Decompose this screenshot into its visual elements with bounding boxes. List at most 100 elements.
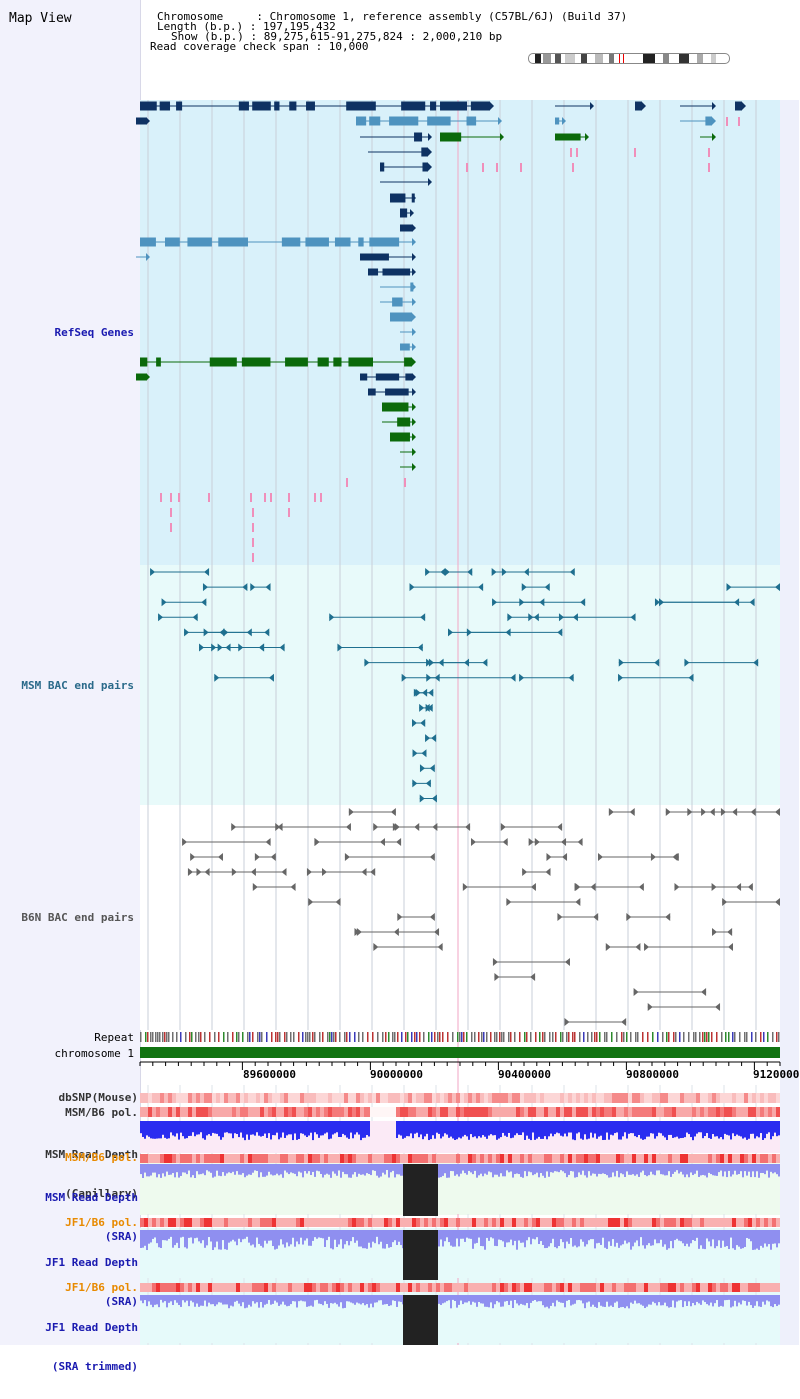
repeat-element bbox=[501, 1032, 503, 1042]
depth-bar bbox=[730, 1230, 732, 1238]
depth-bar bbox=[322, 1164, 324, 1178]
track-label-msm-depth-sra[interactable]: MSM Read Depth (SRA) bbox=[45, 1165, 138, 1269]
bac-end-arrow bbox=[478, 583, 484, 592]
gene-exon bbox=[241, 357, 271, 367]
depth-bar bbox=[188, 1164, 190, 1171]
heat-cell bbox=[676, 1218, 680, 1227]
depth-bar bbox=[268, 1164, 270, 1172]
heat-cell bbox=[768, 1093, 772, 1103]
gene-exon bbox=[368, 388, 376, 396]
depth-bar bbox=[340, 1164, 342, 1178]
repeat-element bbox=[164, 1032, 166, 1042]
track-label-dbsnp[interactable]: dbSNP(Mouse) bbox=[58, 1091, 138, 1104]
depth-bar bbox=[498, 1164, 500, 1177]
chromosome-ideogram[interactable] bbox=[528, 53, 730, 64]
heat-cell bbox=[716, 1283, 720, 1292]
depth-bar bbox=[506, 1230, 508, 1243]
depth-bar bbox=[644, 1164, 646, 1176]
depth-gap bbox=[370, 1121, 396, 1153]
depth-bar bbox=[504, 1164, 506, 1177]
heat-cell bbox=[732, 1218, 736, 1227]
depth-bar bbox=[710, 1164, 712, 1175]
depth-bar bbox=[474, 1164, 476, 1171]
depth-bar bbox=[354, 1121, 356, 1135]
heat-cell bbox=[408, 1093, 412, 1103]
genome-browser-plot[interactable] bbox=[0, 0, 800, 1345]
depth-bar bbox=[586, 1121, 588, 1140]
track-label-jf1-depth-sra[interactable]: JF1 Read Depth (SRA) bbox=[45, 1230, 138, 1334]
ideogram-position-marker[interactable] bbox=[619, 54, 624, 63]
heat-cell bbox=[376, 1154, 380, 1163]
heat-cell bbox=[624, 1218, 628, 1227]
mirna-tick bbox=[314, 493, 316, 502]
depth-bar bbox=[698, 1295, 700, 1304]
depth-bar bbox=[294, 1164, 296, 1174]
ideogram-band bbox=[663, 54, 669, 63]
track-label-jf1-b6-pol[interactable]: JF1/B6 pol. bbox=[65, 1216, 138, 1229]
depth-bar bbox=[310, 1121, 312, 1133]
heat-cell bbox=[300, 1283, 304, 1292]
heat-cell bbox=[388, 1218, 392, 1227]
track-label-repeat[interactable]: Repeat bbox=[94, 1031, 134, 1044]
heat-cell bbox=[520, 1093, 524, 1103]
depth-bar bbox=[734, 1121, 736, 1137]
track-label-chromosome[interactable]: chromosome 1 bbox=[54, 1047, 134, 1060]
depth-bar bbox=[304, 1121, 306, 1136]
bac-end-arrow bbox=[539, 598, 545, 607]
depth-bar bbox=[756, 1164, 758, 1172]
heat-cell bbox=[208, 1283, 212, 1292]
depth-bar bbox=[640, 1230, 642, 1238]
heat-cell bbox=[300, 1093, 304, 1103]
bac-end-arrow bbox=[364, 658, 370, 667]
depth-bar bbox=[286, 1121, 288, 1136]
depth-bar bbox=[604, 1230, 606, 1248]
repeat-element bbox=[405, 1032, 407, 1042]
depth-bar bbox=[242, 1295, 244, 1303]
track-label-jf1-depth-trimmed[interactable]: JF1 Read Depth (SRA trimmed) bbox=[45, 1295, 138, 1399]
heat-cell bbox=[700, 1107, 704, 1117]
depth-bar bbox=[704, 1164, 706, 1176]
track-label-b6n-bac[interactable]: B6N BAC end pairs bbox=[21, 911, 134, 924]
bac-end-arrow bbox=[564, 958, 570, 966]
depth-bar bbox=[158, 1230, 160, 1248]
depth-bar bbox=[724, 1121, 726, 1134]
depth-bar bbox=[634, 1295, 636, 1301]
repeat-element bbox=[232, 1032, 234, 1042]
bac-end-arrow bbox=[396, 838, 402, 846]
bac-end-arrow bbox=[684, 658, 690, 667]
gene-strand-arrow bbox=[712, 117, 716, 125]
depth-bar bbox=[692, 1295, 694, 1304]
track-label-refseq[interactable]: RefSeq Genes bbox=[54, 326, 134, 339]
gene-strand-arrow bbox=[412, 238, 416, 246]
depth-bar bbox=[536, 1121, 538, 1139]
depth-bar bbox=[480, 1121, 482, 1138]
heat-cell bbox=[768, 1154, 772, 1163]
depth-bar bbox=[752, 1295, 754, 1308]
depth-bar bbox=[546, 1230, 548, 1248]
bac-end-arrow bbox=[314, 838, 320, 846]
depth-bar bbox=[682, 1230, 684, 1244]
mirna-tick bbox=[250, 493, 252, 502]
depth-bar bbox=[694, 1164, 696, 1174]
track-label-msm-b6-pol[interactable]: MSM/B6 pol. bbox=[65, 1106, 138, 1119]
track-label-msm-b6-pol-2[interactable]: MSM/B6 pol. bbox=[65, 1151, 138, 1164]
track-label-jf1-b6-pol-2[interactable]: JF1/B6 pol. bbox=[65, 1281, 138, 1294]
depth-bar bbox=[176, 1230, 178, 1243]
depth-bar bbox=[654, 1295, 656, 1304]
heat-cell bbox=[432, 1107, 436, 1117]
depth-bar bbox=[214, 1121, 216, 1134]
depth-bar bbox=[250, 1230, 252, 1246]
repeat-element bbox=[778, 1032, 780, 1042]
depth-bar bbox=[498, 1295, 500, 1303]
bac-end-arrow bbox=[279, 643, 285, 652]
track-label-msm-depth-capillary[interactable]: MSM Read Depth (Capillary) bbox=[45, 1122, 138, 1226]
depth-bar bbox=[638, 1230, 640, 1247]
depth-bar bbox=[272, 1230, 274, 1247]
bac-end-arrow bbox=[419, 703, 425, 712]
depth-bar bbox=[694, 1295, 696, 1306]
depth-bar bbox=[710, 1295, 712, 1303]
track-label-msm-bac[interactable]: MSM BAC end pairs bbox=[21, 679, 134, 692]
mirna-tick bbox=[708, 163, 710, 172]
depth-bar bbox=[680, 1121, 682, 1139]
heat-cell bbox=[512, 1154, 516, 1163]
